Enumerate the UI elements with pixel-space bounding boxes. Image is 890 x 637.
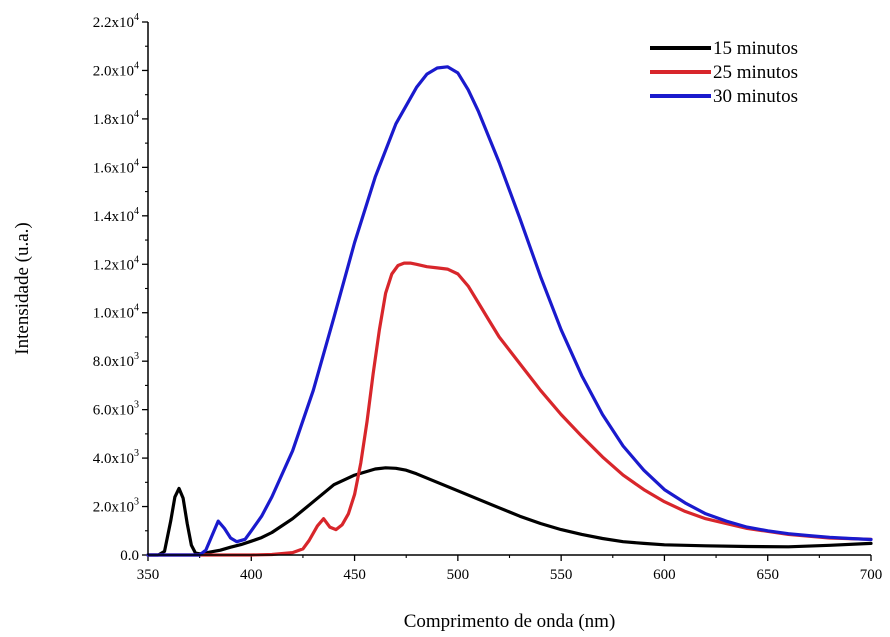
y-tick-label: 6.0x103: [93, 400, 139, 419]
x-tick-label: 650: [756, 567, 779, 583]
y-tick-label: 1.4x104: [93, 206, 139, 225]
y-tick-label: 1.2x104: [93, 254, 139, 273]
y-tick-label: 2.0x104: [93, 60, 139, 79]
x-tick-label: 350: [137, 567, 160, 583]
x-axis-ticks: 350 400 450 500 550 600 650 700: [137, 555, 883, 583]
x-tick-label: 700: [860, 567, 883, 583]
legend-label-2: 25 minutos: [713, 62, 798, 83]
x-tick-label: 600: [653, 567, 676, 583]
y-tick-label: 1.6x104: [93, 157, 139, 176]
y-axis-title: Intensidade (u.a.): [12, 222, 33, 354]
y-tick-label: 1.8x104: [93, 109, 139, 128]
x-tick-label: 500: [447, 567, 470, 583]
x-tick-label: 400: [240, 567, 263, 583]
series-line-2: [146, 261, 873, 557]
y-tick-label: 2.2x104: [93, 12, 139, 31]
y-tick-label: 1.0x104: [93, 303, 139, 322]
series-layer: [146, 65, 873, 557]
y-tick-label: 2.0x103: [93, 497, 139, 516]
legend-label-1: 15 minutos: [713, 38, 798, 59]
legend-label-3: 30 minutos: [713, 86, 798, 107]
x-tick-label: 550: [550, 567, 573, 583]
series-line-3: [146, 65, 873, 557]
series-line-1: [146, 466, 873, 557]
x-axis-title: Comprimento de onda (nm): [404, 611, 616, 632]
legend: 15 minutos 25 minutos 30 minutos: [650, 38, 798, 107]
y-tick-label: 0.0: [120, 548, 139, 564]
x-tick-label: 450: [343, 567, 366, 583]
y-tick-label: 4.0x103: [93, 448, 139, 467]
y-axis-ticks: 0.0 2.0x103 4.0x103 6.0x103 8.0x103 1.0x104 1.…: [93, 12, 148, 564]
y-tick-label: 8.0x103: [93, 351, 139, 370]
